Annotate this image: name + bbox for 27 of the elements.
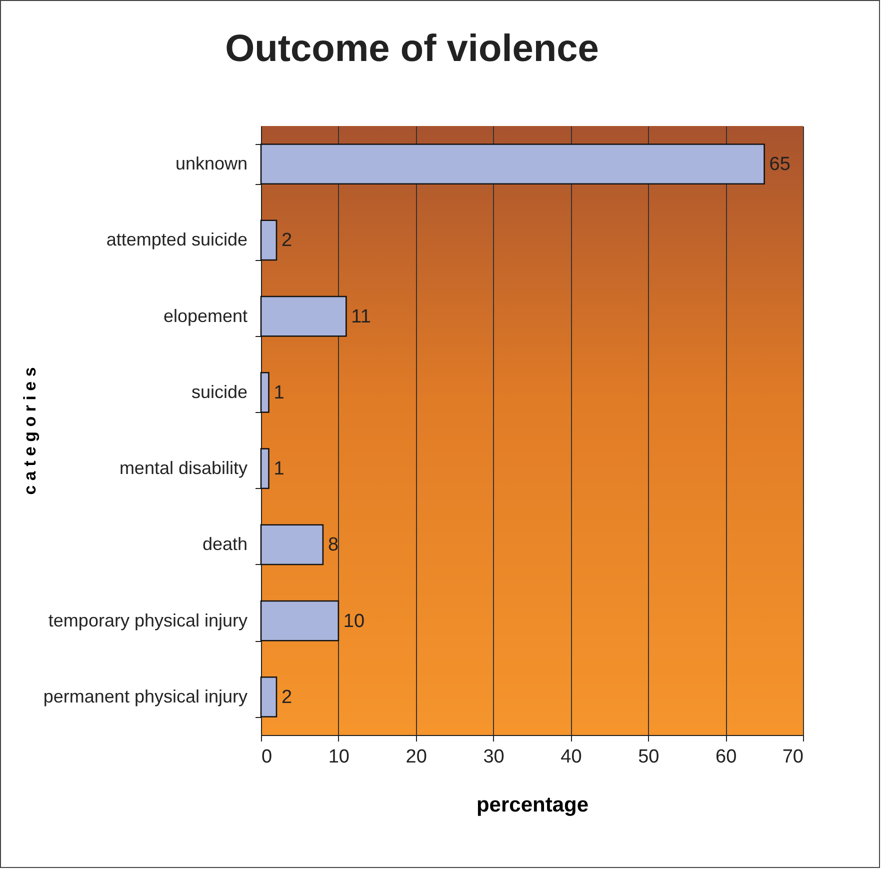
data-label: 11 bbox=[351, 306, 371, 328]
y-tick-label: elopement bbox=[163, 306, 248, 326]
x-tick-label: 60 bbox=[716, 746, 737, 768]
y-tick-label: unknown bbox=[175, 154, 248, 174]
x-tick-label: 70 bbox=[782, 746, 804, 768]
y-tick-label: death bbox=[202, 534, 248, 554]
y-tick-label: permanent physical injury bbox=[43, 686, 248, 706]
chart-title: Outcome of violence bbox=[225, 28, 599, 70]
x-tick-label: 0 bbox=[262, 746, 272, 768]
data-label: 10 bbox=[343, 610, 365, 632]
x-tick-label: 30 bbox=[483, 746, 504, 768]
data-label: 65 bbox=[769, 154, 790, 176]
y-tick-label: attempted suicide bbox=[106, 230, 248, 250]
y-tick-label: suicide bbox=[191, 382, 248, 402]
x-axis-title: percentage bbox=[476, 794, 589, 816]
data-label: 8 bbox=[328, 534, 339, 556]
x-tick-label: 40 bbox=[560, 746, 582, 768]
y-axis-title: c a t e g o r i e s bbox=[20, 367, 40, 495]
data-label: 2 bbox=[281, 686, 292, 708]
data-label: 2 bbox=[281, 230, 292, 252]
x-tick-label: 50 bbox=[638, 746, 660, 768]
data-label: 1 bbox=[274, 458, 284, 480]
x-tick-label: 20 bbox=[406, 746, 427, 768]
x-tick-label: 10 bbox=[328, 746, 350, 768]
y-tick-label: temporary physical injury bbox=[48, 610, 248, 630]
data-label: 1 bbox=[274, 382, 284, 404]
y-tick-label: mental disability bbox=[119, 458, 248, 478]
